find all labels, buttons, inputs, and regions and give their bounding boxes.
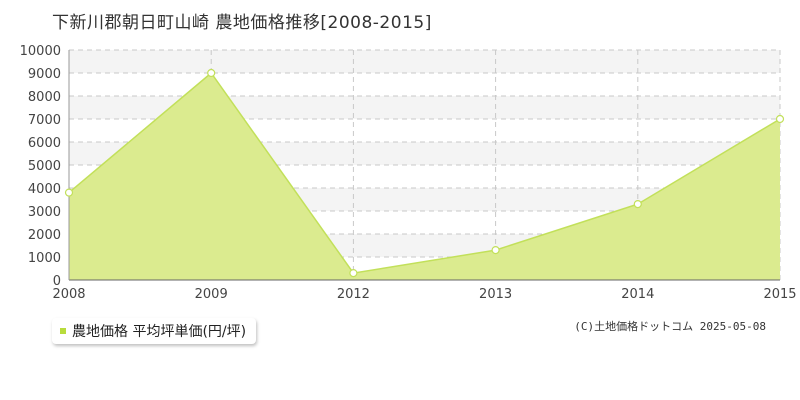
y-tick-label: 4000 — [28, 182, 61, 197]
data-point — [491, 246, 500, 255]
y-tick-label: 0 — [53, 274, 61, 289]
background-band — [69, 50, 780, 73]
y-tick-label: 3000 — [28, 205, 61, 220]
y-tick-label: 10000 — [20, 44, 61, 59]
x-tick-label: 2008 — [52, 287, 85, 302]
data-point — [775, 114, 785, 124]
y-tick-label: 6000 — [28, 136, 61, 151]
y-tick-label: 2000 — [28, 228, 61, 243]
y-tick-label: 7000 — [28, 113, 61, 128]
x-tick-label: 2012 — [337, 287, 370, 302]
x-tick-label: 2009 — [195, 287, 228, 302]
y-tick-label: 5000 — [28, 159, 61, 174]
data-point — [64, 188, 74, 197]
legend: 農地価格 平均坪単価(円/坪) — [52, 318, 257, 344]
data-point — [633, 200, 642, 209]
data-point — [349, 269, 358, 278]
legend-label: 農地価格 平均坪単価(円/坪) — [72, 324, 247, 340]
copyright-text: (C)土地価格ドットコム 2025-05-08 — [574, 320, 766, 333]
background-band — [69, 96, 780, 119]
x-tick-label: 2014 — [621, 287, 654, 302]
chart-title: 下新川郡朝日町山崎 農地価格推移[2008-2015] — [52, 13, 432, 33]
y-tick-label: 9000 — [28, 67, 61, 82]
x-tick-label: 2013 — [479, 287, 512, 302]
x-tick-label: 2015 — [763, 287, 796, 302]
y-tick-label: 1000 — [28, 251, 61, 266]
data-point — [207, 68, 216, 78]
legend-swatch — [60, 328, 66, 334]
series-area — [69, 73, 780, 280]
y-tick-label: 8000 — [28, 90, 61, 105]
series-line — [68, 71, 781, 274]
